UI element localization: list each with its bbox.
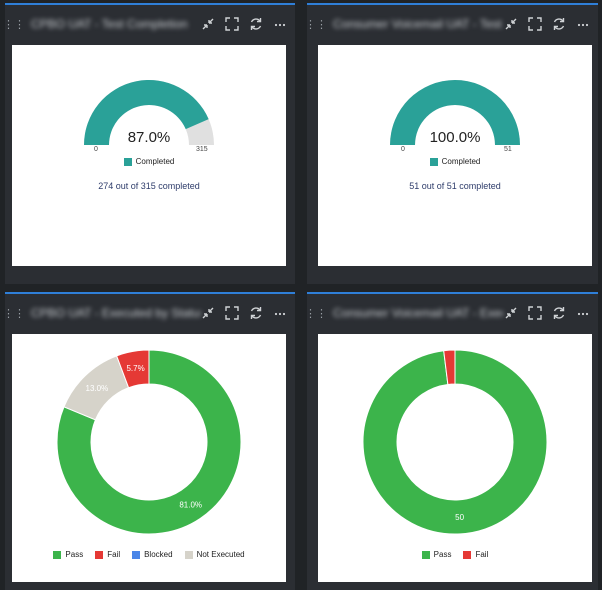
panel-test-completion-1: ⋮⋮ CPBO UAT - Test Completion 87.0% 0 31… xyxy=(3,3,295,284)
donut-slice-fail[interactable] xyxy=(116,349,150,389)
fullscreen-icon[interactable] xyxy=(528,306,542,320)
fullscreen-icon[interactable] xyxy=(225,17,239,31)
gauge-fill xyxy=(390,80,520,145)
legend-label: Completed xyxy=(135,157,175,166)
drag-handle-icon[interactable]: ⋮⋮ xyxy=(305,306,327,320)
legend-item-blocked[interactable]: Blocked xyxy=(132,550,173,559)
collapse-icon[interactable] xyxy=(201,306,215,320)
legend-swatch xyxy=(53,550,62,559)
gauge-min-label: 0 xyxy=(94,146,98,153)
panel-header: ⋮⋮ CPBO UAT - Executed by Status xyxy=(3,294,295,332)
gauge-legend: Completed xyxy=(318,157,592,166)
legend-swatch xyxy=(184,550,193,559)
drag-handle-icon[interactable]: ⋮⋮ xyxy=(305,17,327,31)
gauge-min-label: 0 xyxy=(401,146,405,153)
gauge-chart xyxy=(84,80,214,145)
legend-item-completed[interactable]: Completed xyxy=(123,157,175,166)
panel-toolbar xyxy=(201,5,287,43)
completion-summary: 274 out of 315 completed xyxy=(98,181,200,191)
legend-item-completed[interactable]: Completed xyxy=(429,157,481,166)
gauge-chart xyxy=(390,80,520,145)
panel-test-completion-2: ⋮⋮ Consumer Voicemail UAT - Test C... 10… xyxy=(305,3,598,284)
panel-header: ⋮⋮ Consumer Voicemail UAT - Test C... xyxy=(305,5,598,43)
panel-toolbar xyxy=(504,294,590,332)
collapse-icon[interactable] xyxy=(504,17,518,31)
fullscreen-icon[interactable] xyxy=(225,306,239,320)
legend-swatch xyxy=(95,550,104,559)
legend-item-pass[interactable]: Pass xyxy=(53,550,83,559)
legend-label: Fail xyxy=(107,550,121,559)
refresh-icon[interactable] xyxy=(249,17,263,31)
legend-item-pass[interactable]: Pass xyxy=(421,550,452,559)
gauge-max-label: 51 xyxy=(504,146,512,153)
donut-card: 50 Pass Fail xyxy=(318,334,592,582)
panel-title: Consumer Voicemail UAT - Execu... xyxy=(333,306,503,320)
panel-toolbar xyxy=(504,5,590,43)
panel-executed-by-status-1: ⋮⋮ CPBO UAT - Executed by Status 81.0% 13… xyxy=(3,292,295,590)
panel-header: ⋮⋮ Consumer Voicemail UAT - Execu... xyxy=(305,294,598,332)
gauge-percent: 100.0% xyxy=(429,129,481,146)
drag-handle-icon[interactable]: ⋮⋮ xyxy=(3,17,25,31)
refresh-icon[interactable] xyxy=(249,306,263,320)
donut-data-label: 13.0% xyxy=(86,384,109,393)
donut-data-label: 50 xyxy=(455,513,464,522)
legend-label: Pass xyxy=(433,550,452,559)
legend-label: Not Executed xyxy=(196,550,245,559)
legend-item-not-executed[interactable]: Not Executed xyxy=(184,550,245,559)
donut-slice-pass[interactable] xyxy=(362,349,548,535)
legend-swatch xyxy=(123,157,132,166)
panel-title: CPBO UAT - Test Completion xyxy=(31,17,188,31)
donut-card: 81.0% 13.0% 5.7% Pass Fail Blocked Not Exe… xyxy=(12,334,286,582)
legend-swatch xyxy=(132,550,141,559)
panel-toolbar xyxy=(201,294,287,332)
donut-legend: Pass Fail xyxy=(318,550,592,559)
legend-swatch xyxy=(463,550,472,559)
gauge-percent: 87.0% xyxy=(127,129,171,146)
gauge-fill xyxy=(84,80,209,145)
panel-title: Consumer Voicemail UAT - Test C... xyxy=(333,17,503,31)
donut-slice-pass[interactable] xyxy=(56,349,242,535)
refresh-icon[interactable] xyxy=(552,17,566,31)
donut-data-label: 81.0% xyxy=(179,500,202,509)
donut-legend: Pass Fail Blocked Not Executed xyxy=(12,550,286,559)
more-icon[interactable] xyxy=(576,306,590,320)
panel-header: ⋮⋮ CPBO UAT - Test Completion xyxy=(3,5,295,43)
gauge-max-label: 315 xyxy=(196,146,208,153)
gauge-legend: Completed xyxy=(12,157,286,166)
legend-label: Pass xyxy=(65,550,84,559)
gauge-card: 87.0% 0 315 Completed 274 out of 315 com… xyxy=(12,45,286,266)
donut-data-label: 5.7% xyxy=(126,364,144,373)
legend-label: Blocked xyxy=(144,550,173,559)
panel-executed-by-status-2: ⋮⋮ Consumer Voicemail UAT - Execu... 50 … xyxy=(305,292,598,590)
legend-item-fail[interactable]: Fail xyxy=(463,550,488,559)
donut-slice-fail[interactable] xyxy=(443,349,456,385)
completion-summary: 51 out of 51 completed xyxy=(409,181,501,191)
fullscreen-icon[interactable] xyxy=(528,17,542,31)
collapse-icon[interactable] xyxy=(201,17,215,31)
more-icon[interactable] xyxy=(273,17,287,31)
donut-chart: 81.0% 13.0% 5.7% xyxy=(56,349,242,535)
donut-chart: 50 xyxy=(362,349,548,535)
refresh-icon[interactable] xyxy=(552,306,566,320)
drag-handle-icon[interactable]: ⋮⋮ xyxy=(3,306,25,320)
more-icon[interactable] xyxy=(273,306,287,320)
legend-swatch xyxy=(429,157,438,166)
collapse-icon[interactable] xyxy=(504,306,518,320)
more-icon[interactable] xyxy=(576,17,590,31)
legend-label: Completed xyxy=(441,157,481,166)
legend-swatch xyxy=(421,550,430,559)
legend-label: Fail xyxy=(475,550,489,559)
legend-item-fail[interactable]: Fail xyxy=(95,550,120,559)
panel-title: CPBO UAT - Executed by Status xyxy=(31,306,201,320)
gauge-card: 100.0% 0 51 Completed 51 out of 51 compl… xyxy=(318,45,592,266)
